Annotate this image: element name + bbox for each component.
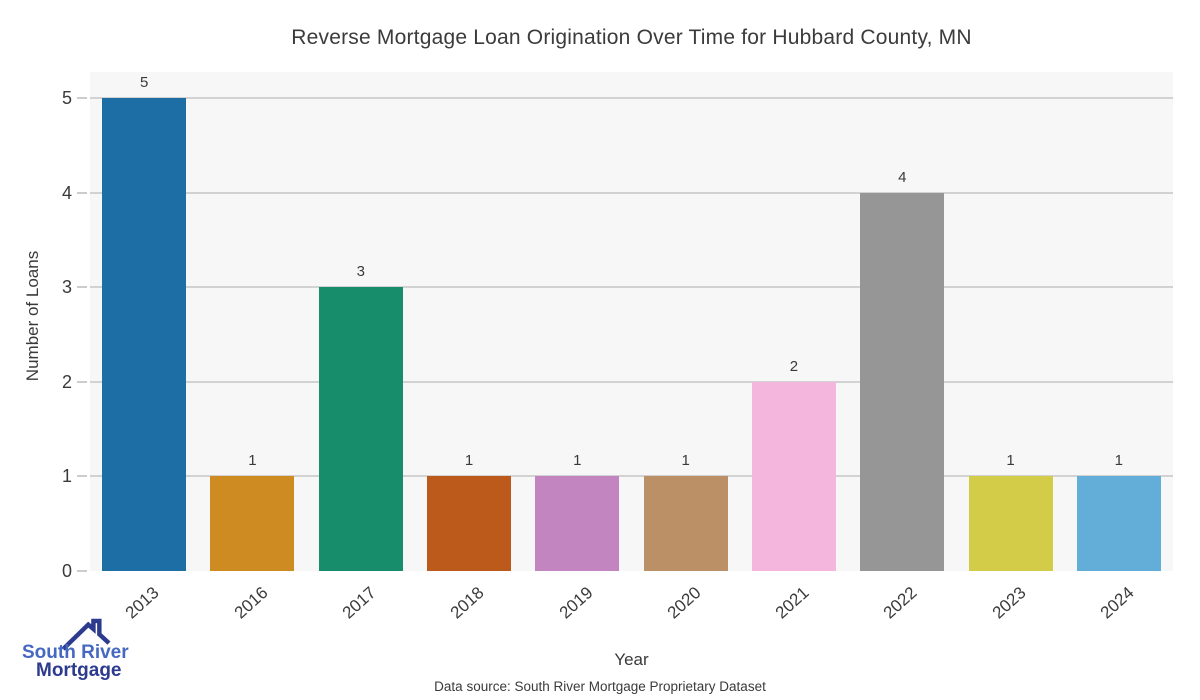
y-axis-label: Number of Loans <box>23 250 42 382</box>
bar-2018 <box>427 476 512 571</box>
y-tick-5: 5 <box>61 88 72 109</box>
bar-value-label-2024: 1 <box>1114 452 1124 470</box>
x-axis-label: Year <box>614 650 649 669</box>
x-tick-2024: 2024 <box>1096 583 1138 623</box>
bar-value-label-2017: 3 <box>356 263 365 281</box>
gridline-y4 <box>90 191 1173 194</box>
bar-value-label-2022: 4 <box>898 168 907 186</box>
chart-title: Reverse Mortgage Loan Origination Over T… <box>291 26 972 49</box>
bar-2017 <box>318 287 403 571</box>
bar-2023 <box>968 476 1053 571</box>
x-tick-2017: 2017 <box>338 583 380 623</box>
bar-2020 <box>643 476 728 571</box>
plot-area: 5 1 3 1 1 1 2 4 1 1 <box>90 72 1173 571</box>
bar-value-label-2016: 1 <box>248 452 257 470</box>
y-tick-4: 4 <box>61 182 72 203</box>
bar-2019 <box>535 476 620 571</box>
south-river-mortgage-logo: South River Mortgage <box>20 616 150 681</box>
bar-value-label-2020: 1 <box>681 452 690 470</box>
x-tick-2022: 2022 <box>880 583 921 623</box>
x-tick-2023: 2023 <box>988 583 1030 623</box>
y-tick-2: 2 <box>61 371 72 392</box>
logo-text-line1: South River <box>22 642 129 663</box>
logo-text-line2: Mortgage <box>36 660 122 681</box>
bar-2013 <box>102 98 187 571</box>
y-tick-mark-0 <box>77 570 87 572</box>
y-tick-mark-4 <box>77 191 87 194</box>
y-tick-mark-1 <box>77 475 87 478</box>
y-tick-mark-5 <box>77 97 87 100</box>
y-tick-3: 3 <box>61 277 72 298</box>
bar-2022 <box>860 192 945 571</box>
bar-2016 <box>210 476 295 571</box>
bar-value-label-2013: 5 <box>139 74 149 92</box>
x-tick-2021: 2021 <box>771 583 813 623</box>
bar-2021 <box>751 381 836 571</box>
gridline-y2 <box>90 380 1173 383</box>
y-tick-0: 0 <box>61 561 72 581</box>
gridline-y3 <box>90 286 1173 289</box>
bar-value-label-2018: 1 <box>464 452 474 470</box>
bar-value-label-2021: 2 <box>789 357 799 375</box>
data-source-note: Data source: South River Mortgage Propri… <box>434 679 766 694</box>
bar-2024 <box>1076 476 1161 571</box>
x-tick-2020: 2020 <box>663 583 705 623</box>
x-tick-2016: 2016 <box>230 583 272 623</box>
y-tick-mark-3 <box>77 286 87 289</box>
house-roof-icon <box>61 618 111 651</box>
x-tick-2018: 2018 <box>446 583 488 623</box>
y-tick-mark-2 <box>77 380 87 383</box>
bar-value-label-2023: 1 <box>1006 452 1015 470</box>
gridline-y5 <box>90 97 1173 100</box>
bar-value-label-2019: 1 <box>573 452 582 470</box>
gridline-y1 <box>90 475 1173 478</box>
x-tick-2019: 2019 <box>555 583 597 623</box>
y-tick-1: 1 <box>61 466 72 487</box>
